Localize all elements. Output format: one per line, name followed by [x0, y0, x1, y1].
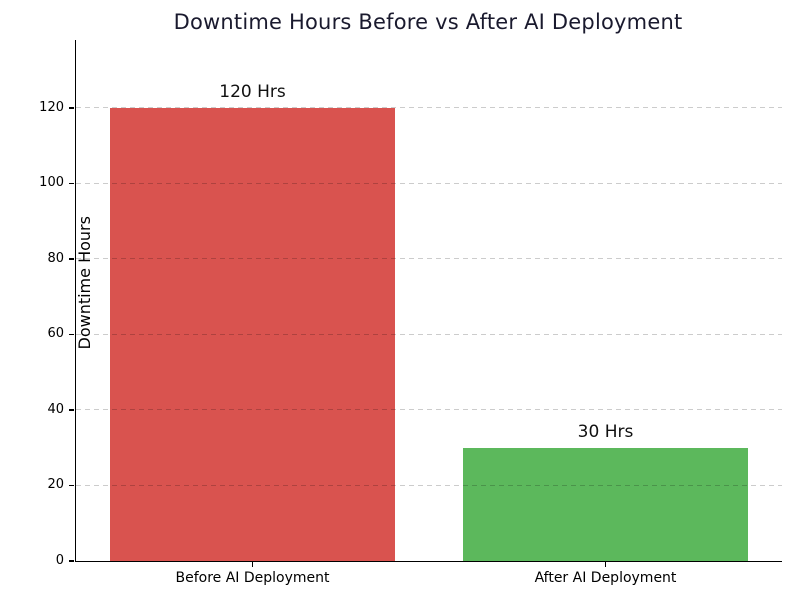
- gridline-60: [76, 333, 782, 335]
- y-tick-mark-100: [69, 182, 74, 185]
- y-tick-mark-20: [69, 484, 74, 487]
- y-tick-mark-0: [69, 560, 74, 562]
- bar-value-label-0: 120 Hrs: [219, 81, 286, 102]
- gridline-100: [76, 182, 782, 184]
- y-tick-mark-40: [69, 409, 74, 411]
- x-tick-mark-0: [251, 562, 254, 567]
- y-tick-label-40: 40: [47, 401, 64, 417]
- bar-value-label-1: 30 Hrs: [577, 421, 634, 442]
- gridline-40: [76, 409, 782, 411]
- x-tick-label-1: After AI Deployment: [534, 570, 677, 586]
- y-tick-label-120: 120: [39, 99, 64, 115]
- y-tick-mark-60: [69, 333, 74, 336]
- x-tick-label-0: Before AI Deployment: [175, 570, 330, 586]
- gridline-80: [76, 258, 782, 260]
- gridline-120: [76, 107, 782, 109]
- y-tick-label-80: 80: [47, 250, 64, 266]
- gridline-20: [76, 484, 782, 486]
- y-axis-label: Downtime Hours: [75, 216, 95, 350]
- chart-title: Downtime Hours Before vs After AI Deploy…: [173, 10, 683, 34]
- y-tick-label-100: 100: [39, 175, 64, 191]
- plot-area: Downtime Hours 120 Hrs Before AI Deployme…: [39, 40, 782, 586]
- y-tick-label-20: 20: [47, 477, 64, 493]
- y-tick-mark-80: [69, 258, 74, 260]
- bar-1: [462, 447, 749, 561]
- x-tick-mark-1: [604, 562, 607, 567]
- y-tick-label-60: 60: [47, 326, 64, 342]
- y-tick-label-0: 0: [55, 553, 64, 568]
- bar-0: [109, 107, 396, 561]
- y-tick-mark-120: [69, 107, 74, 109]
